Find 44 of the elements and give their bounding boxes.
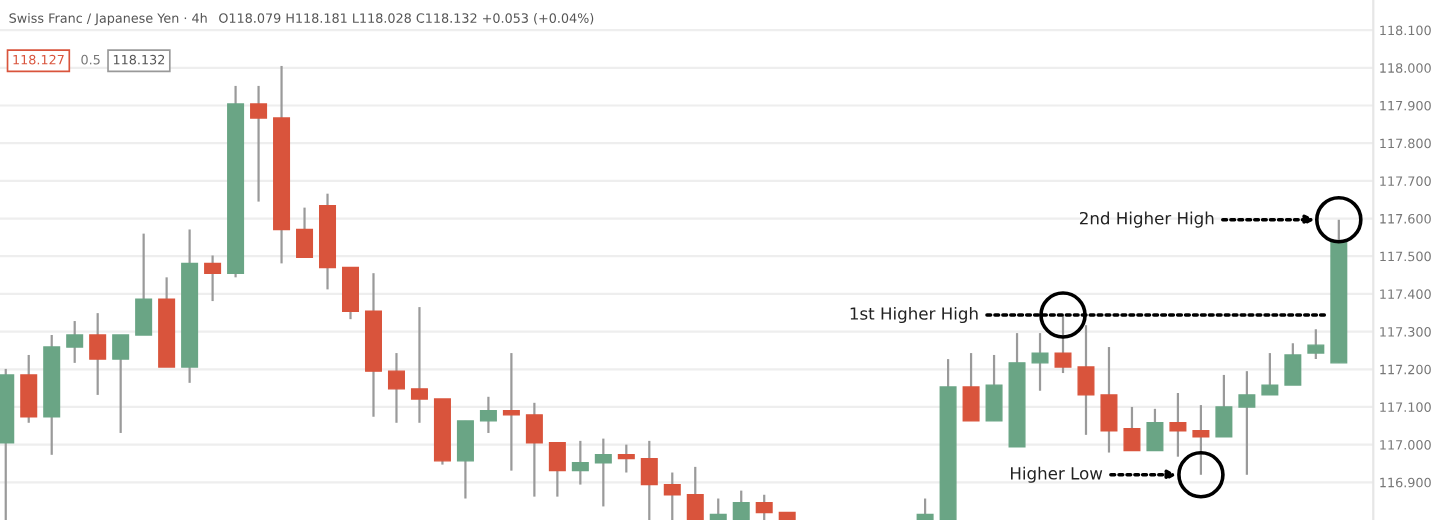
candlestick bbox=[640, 439, 658, 520]
candlestick bbox=[663, 471, 681, 520]
candlestick bbox=[204, 254, 222, 303]
candlestick bbox=[985, 353, 1003, 423]
candlestick bbox=[732, 489, 750, 520]
candlestick bbox=[1261, 351, 1279, 397]
candlestick bbox=[66, 319, 84, 364]
candlestick bbox=[479, 395, 497, 435]
candlestick bbox=[112, 333, 130, 435]
candlestick bbox=[410, 305, 428, 424]
candlestick bbox=[617, 443, 635, 474]
candlestick bbox=[1100, 345, 1118, 454]
candlestick bbox=[1123, 405, 1141, 452]
candlestick bbox=[709, 497, 727, 520]
candlestick bbox=[1215, 373, 1233, 438]
candlestick bbox=[296, 206, 314, 259]
candlestick bbox=[1054, 313, 1072, 375]
candlestick bbox=[456, 419, 474, 500]
candlestick bbox=[1307, 328, 1325, 361]
candlestick bbox=[594, 437, 612, 508]
candlestick bbox=[525, 401, 543, 498]
candlestick bbox=[20, 353, 38, 424]
annotation: 2nd Higher High bbox=[1079, 211, 1214, 228]
candlestick bbox=[387, 351, 405, 424]
annotation: Higher Low bbox=[1011, 466, 1103, 483]
candlestick bbox=[250, 84, 268, 203]
candlestick bbox=[1169, 391, 1187, 458]
candlestick bbox=[89, 312, 107, 397]
candlestick bbox=[1077, 324, 1095, 436]
candlestick bbox=[571, 439, 589, 486]
candlestick bbox=[135, 232, 153, 337]
candlestick bbox=[755, 493, 773, 520]
candlestick bbox=[1284, 342, 1302, 387]
candlestick bbox=[1238, 370, 1256, 476]
candlestick bbox=[502, 351, 520, 472]
candlestick bbox=[962, 351, 980, 423]
annotation: 1st Higher High bbox=[850, 306, 978, 324]
candlestick bbox=[1146, 407, 1164, 452]
candlestick bbox=[548, 441, 566, 498]
candlestick bbox=[341, 266, 360, 321]
candlestick bbox=[916, 497, 934, 520]
candlestick bbox=[1192, 403, 1210, 476]
candlestick bbox=[1031, 331, 1049, 392]
candlestick bbox=[686, 465, 704, 520]
